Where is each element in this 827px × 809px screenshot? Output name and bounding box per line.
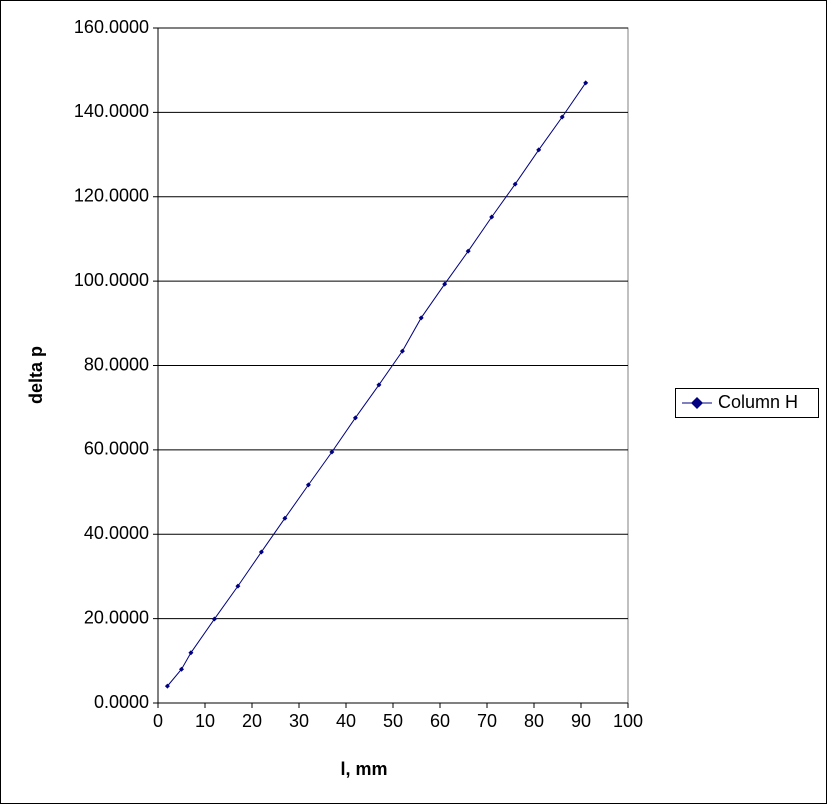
x-tick-label: 80: [524, 711, 544, 731]
data-point: [329, 449, 335, 455]
y-tick-label: 120.0000: [74, 186, 149, 206]
data-point: [188, 650, 194, 656]
legend-marker: [691, 397, 703, 409]
data-point: [305, 482, 311, 488]
y-tick-label: 60.0000: [84, 439, 149, 459]
x-tick-label: 70: [477, 711, 497, 731]
data-point: [399, 348, 405, 354]
data-point: [418, 315, 424, 321]
data-point: [559, 114, 565, 120]
x-tick-label: 10: [195, 711, 215, 731]
data-point: [583, 80, 589, 86]
x-tick-label: 100: [613, 711, 643, 731]
x-tick-label: 0: [153, 711, 163, 731]
data-point: [465, 248, 471, 254]
data-point: [164, 683, 170, 689]
data-point: [489, 214, 495, 220]
y-axis-title: delta p: [26, 346, 46, 404]
data-point: [376, 382, 382, 388]
data-point: [352, 415, 358, 421]
y-tick-label: 80.0000: [84, 354, 149, 374]
y-tick-label: 160.0000: [74, 17, 149, 37]
y-tick-label: 40.0000: [84, 523, 149, 543]
x-tick-label: 50: [383, 711, 403, 731]
x-tick-label: 20: [242, 711, 262, 731]
y-tick-label: 20.0000: [84, 607, 149, 627]
data-point: [536, 147, 542, 153]
x-tick-label: 90: [571, 711, 591, 731]
data-point: [258, 549, 264, 555]
data-point: [179, 666, 184, 672]
legend-label: Column H: [718, 392, 798, 412]
series-line: [167, 82, 587, 687]
y-tick-label: 140.0000: [74, 101, 149, 121]
x-tick-label: 30: [289, 711, 309, 731]
x-axis-title: l, mm: [340, 759, 387, 779]
data-point: [442, 281, 448, 287]
y-tick-label: 100.0000: [74, 270, 149, 290]
data-point: [211, 616, 217, 622]
y-tick-label: 0.0000: [94, 692, 149, 712]
data-point: [282, 515, 288, 521]
data-point: [512, 181, 518, 187]
data-point: [235, 583, 241, 589]
x-tick-label: 40: [336, 711, 356, 731]
x-tick-label: 60: [430, 711, 450, 731]
